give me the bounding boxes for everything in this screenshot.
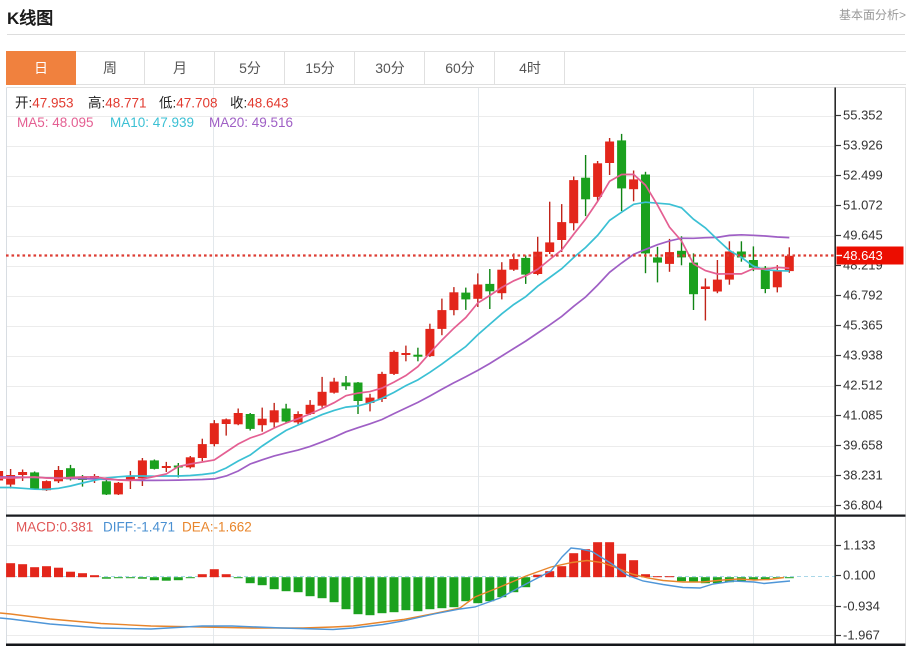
svg-text:41.085: 41.085 (843, 408, 883, 423)
svg-text:1.133: 1.133 (843, 538, 876, 553)
svg-text:46.792: 46.792 (843, 288, 883, 303)
svg-text:49.645: 49.645 (843, 228, 883, 243)
svg-text:-1.967: -1.967 (843, 628, 880, 643)
svg-text:39.658: 39.658 (843, 438, 883, 453)
svg-text:43.938: 43.938 (843, 348, 883, 363)
svg-text:52.499: 52.499 (843, 168, 883, 183)
svg-text:51.072: 51.072 (843, 198, 883, 213)
svg-text:-0.934: -0.934 (843, 599, 880, 614)
svg-text:53.926: 53.926 (843, 138, 883, 153)
svg-text:45.365: 45.365 (843, 318, 883, 333)
svg-text:55.352: 55.352 (843, 108, 883, 123)
svg-text:42.512: 42.512 (843, 378, 883, 393)
svg-text:0.100: 0.100 (843, 568, 876, 583)
svg-text:48.643: 48.643 (843, 248, 883, 263)
svg-text:36.804: 36.804 (843, 498, 883, 513)
svg-text:38.231: 38.231 (843, 468, 883, 483)
